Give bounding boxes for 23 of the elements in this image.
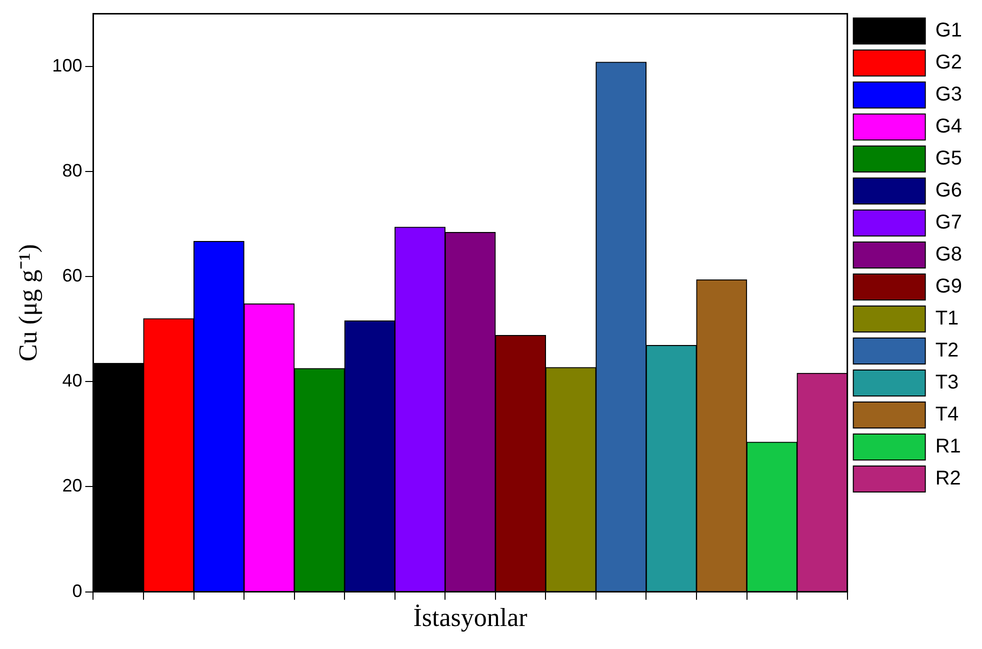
legend-label: G6 — [935, 180, 962, 202]
legend-label: G9 — [935, 276, 962, 298]
y-axis-title: Cu (μg g⁻¹) — [13, 244, 42, 362]
legend-label: G3 — [935, 84, 962, 106]
y-tick-label: 0 — [72, 580, 82, 601]
legend-label: G2 — [935, 52, 962, 74]
legend-label: T2 — [935, 340, 959, 362]
legend-label: G4 — [935, 116, 962, 138]
y-tick-label: 100 — [52, 55, 82, 76]
legend-label: G8 — [935, 244, 962, 266]
legend-label: R1 — [935, 436, 961, 458]
y-tick-label: 60 — [62, 265, 82, 286]
y-tick-label: 80 — [62, 160, 82, 180]
legend-label: T4 — [935, 404, 959, 426]
legend-label: T1 — [935, 308, 959, 330]
legend-label: T3 — [935, 372, 959, 394]
legend-label: G7 — [935, 212, 962, 234]
legend-label: G1 — [935, 20, 962, 42]
y-tick-label: 20 — [62, 476, 82, 496]
legend-label: G5 — [935, 148, 962, 170]
y-tick-label: 40 — [62, 370, 82, 391]
x-axis-title: İstasyonlar — [413, 603, 528, 632]
legend-label: R2 — [935, 468, 961, 490]
